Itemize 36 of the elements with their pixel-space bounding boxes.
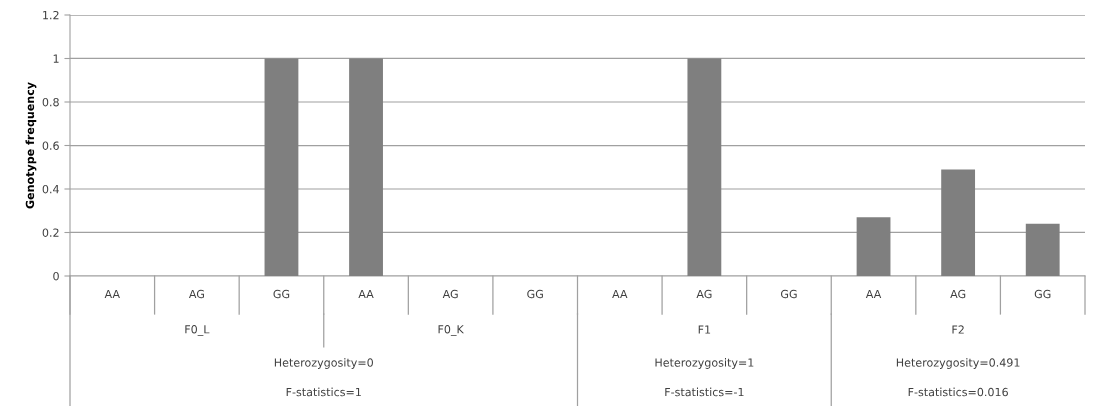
bar [856,217,891,276]
x-tick-label: AG [188,289,204,299]
x-tick-label: AG [696,289,712,299]
text: F-statistics=1 [286,387,361,397]
text: F-statistics=0.016 [908,387,1008,397]
bar [349,58,383,276]
bar [264,58,299,276]
x-tick-label: AA [612,289,628,299]
x-tick-label: GG [1034,289,1051,299]
text: F1 [698,325,711,334]
y-tick-label: 0.2 [42,228,59,237]
y-tick-label: 0.6 [42,141,59,150]
y-tick-label: 0 [53,271,59,281]
text: Heterozygosity=0 [274,358,373,369]
y-axis-title: Genotype frequency [25,82,37,209]
text: F2 [952,325,964,334]
bar [1025,223,1060,276]
x-tick-label: AG [442,289,458,299]
y-tick-label: 1.2 [43,10,59,20]
text: Heterozygosity=1 [655,358,754,369]
x-tick-label: AA [104,289,120,299]
x-tick-label: GG [273,289,290,299]
y-tick-label: 1 [53,54,59,63]
text: Heterozygosity=0.491 [896,358,1020,369]
text: F-statistics=-1 [665,387,744,397]
x-tick-label: AA [358,289,374,299]
x-tick-label: GG [527,289,543,299]
y-tick-label: 0.8 [42,97,59,107]
x-tick-label: AG [950,289,966,299]
x-tick-label: AA [865,289,882,299]
bar [687,58,722,276]
bar [941,169,976,276]
text: F0_K [438,325,465,336]
y-tick-label: 0.4 [42,184,59,194]
x-tick-label: GG [780,289,797,299]
text: F0_L [185,325,210,336]
